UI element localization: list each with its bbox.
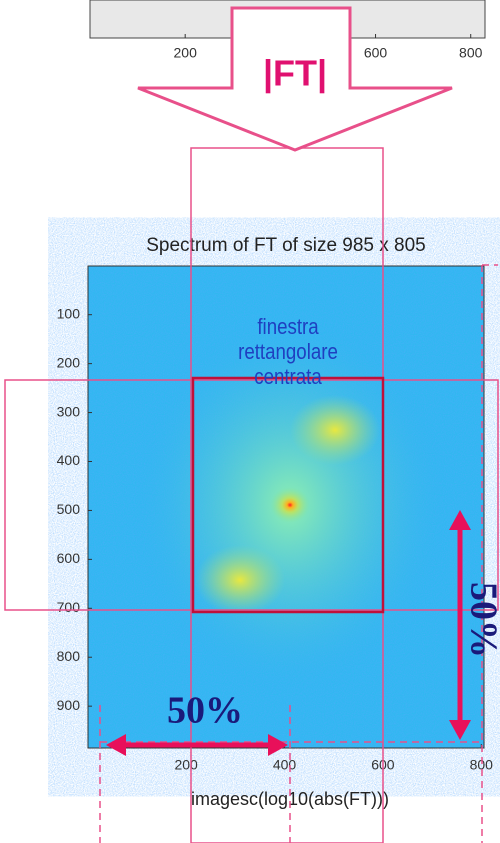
x-tick-label: 200: [174, 757, 198, 773]
width-label: 50%: [167, 690, 243, 732]
x-tick-label: 600: [364, 45, 388, 61]
y-tick-label: 100: [57, 305, 81, 321]
y-tick-label: 500: [57, 501, 81, 517]
y-tick-label: 900: [57, 697, 81, 713]
ft-label: |FT|: [263, 53, 327, 95]
y-tick-label: 400: [57, 452, 81, 468]
x-tick-label: 200: [174, 45, 198, 61]
window-label-line: rettangolare: [238, 340, 338, 364]
x-tick-label: 800: [459, 45, 483, 61]
chart-title: Spectrum of FT of size 985 x 805: [146, 235, 426, 256]
height-label: 50%: [462, 582, 500, 658]
y-tick-label: 300: [57, 403, 81, 419]
window-label-line: finestra: [257, 315, 319, 339]
x-tick-label: 400: [273, 757, 297, 773]
y-tick-label: 700: [57, 599, 81, 615]
y-tick-label: 800: [57, 648, 81, 664]
y-tick-label: 600: [57, 550, 81, 566]
y-tick-label: 200: [57, 354, 81, 370]
window-label-line: centrata: [254, 365, 322, 389]
slide: 200400600800 200400600800100200300400500…: [0, 0, 500, 843]
